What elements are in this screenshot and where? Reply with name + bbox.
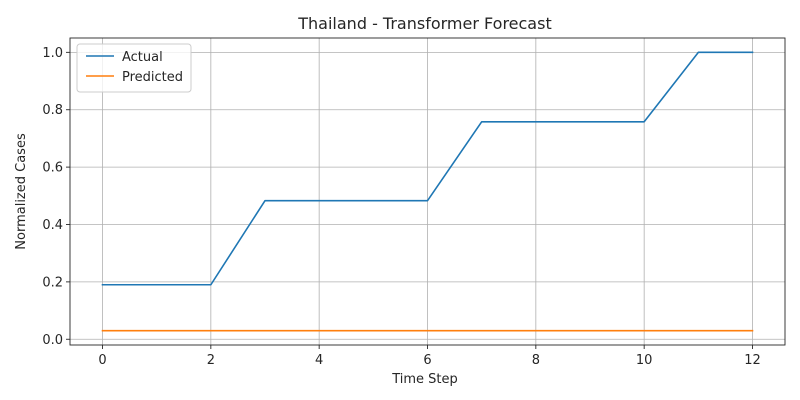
x-tick-label: 2 [207, 353, 215, 368]
x-tick-label: 10 [636, 353, 653, 368]
y-tick-label: 1.0 [42, 46, 63, 61]
y-axis-label: Normalized Cases [14, 133, 29, 250]
x-tick-label: 0 [98, 353, 106, 368]
y-tick-label: 0.6 [42, 161, 63, 176]
x-tick-label: 4 [315, 353, 323, 368]
x-tick-label: 6 [423, 353, 431, 368]
series-line-actual [101, 51, 754, 286]
grid [70, 38, 785, 345]
legend: Actual Predicted [76, 43, 192, 93]
x-axis-label: Time Step [391, 372, 458, 387]
legend-label-predicted: Predicted [122, 70, 183, 85]
ticks: 0 2 4 6 8 10 12 0.0 0.2 0.4 0.6 0.8 1.0 [42, 46, 760, 368]
x-tick-label: 8 [532, 353, 540, 368]
series-group [101, 51, 754, 332]
x-tick-label: 12 [744, 353, 761, 368]
legend-label-actual: Actual [122, 50, 163, 65]
chart-title: Thailand - Transformer Forecast [297, 14, 551, 33]
y-tick-label: 0.0 [42, 333, 63, 348]
y-tick-label: 0.4 [42, 218, 63, 233]
y-tick-label: 0.8 [42, 103, 63, 118]
y-tick-label: 0.2 [42, 275, 63, 290]
